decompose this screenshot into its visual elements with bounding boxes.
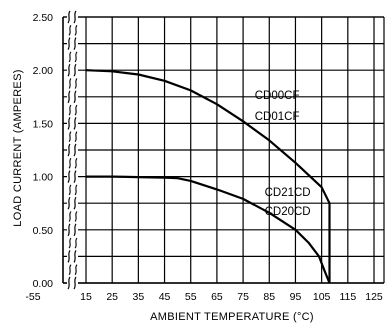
axis-break-icon <box>67 143 77 157</box>
break-gap <box>67 276 78 290</box>
y-tick-label: 1.50 <box>33 118 54 130</box>
axis-break-icon <box>67 276 77 290</box>
x-tick-label: 15 <box>80 291 92 303</box>
break-gap <box>67 10 78 24</box>
x-tick-label: 125 <box>365 291 383 303</box>
axis-break-icon <box>67 196 77 210</box>
x-tick-label: 25 <box>106 291 118 303</box>
break-gap <box>67 116 78 131</box>
axis-break-icon <box>67 117 77 130</box>
x-tick-label: 45 <box>159 291 171 303</box>
break-gap <box>67 104 78 117</box>
y-tick-label: 0.00 <box>33 278 54 290</box>
grid <box>63 16 384 284</box>
x-tick-label: 95 <box>290 291 302 303</box>
break-gap <box>67 63 78 78</box>
x-tick-label: 35 <box>133 291 145 303</box>
series-lines <box>85 69 331 284</box>
axis-break-icon <box>68 51 78 63</box>
axis-break-icon <box>68 131 78 143</box>
break-gap <box>67 196 78 211</box>
axis-break-icon <box>67 37 77 50</box>
x-tick-label: 85 <box>263 291 275 303</box>
axis-break-icon <box>68 237 78 249</box>
axis-break-icon <box>67 223 77 237</box>
axis-break-icon <box>68 184 78 196</box>
axis-break-icon <box>68 104 78 116</box>
break-gap <box>67 249 78 264</box>
axis-break-icon <box>68 78 78 89</box>
break-gap <box>67 169 78 184</box>
y-tick-label: 2.50 <box>33 12 54 24</box>
axis-break-icon <box>67 90 77 104</box>
axis-break-icon <box>67 10 77 24</box>
break-gap <box>67 210 78 223</box>
series-annotations: CD00CF CD01CF CD21CD CD20CD <box>255 90 311 218</box>
x-tick-label: -55 <box>25 291 40 303</box>
break-gap <box>67 89 78 104</box>
break-gap <box>67 130 78 143</box>
series-label: CD00CF <box>255 90 300 102</box>
x-tick-label: 115 <box>339 291 356 303</box>
y-axis-title: LOAD CURRENT (AMPERES) <box>12 69 24 226</box>
break-gap <box>67 157 78 170</box>
series-line-1 <box>86 175 331 284</box>
axis-break-icon <box>68 24 78 36</box>
y-tick-label: 0.50 <box>33 225 54 237</box>
x-tick-label: 55 <box>185 291 197 303</box>
x-tick-label: 105 <box>313 291 331 303</box>
break-gap <box>67 222 78 237</box>
axis-break-icon <box>67 63 77 77</box>
break-gap <box>67 143 78 157</box>
break-gap <box>67 77 78 90</box>
break-gap <box>67 237 78 250</box>
axis-break-icon <box>68 211 78 222</box>
break-gap <box>67 183 78 196</box>
series-label: CD21CD <box>265 187 311 199</box>
series-label: CD01CF <box>255 111 300 123</box>
axis-break-icon <box>67 250 77 263</box>
series-label: CD20CD <box>265 206 311 218</box>
break-gap <box>67 24 78 37</box>
x-tick-label: 65 <box>211 291 223 303</box>
axis-break-marks <box>67 10 78 290</box>
series-line-0 <box>85 69 331 283</box>
axis-break-icon <box>68 264 78 276</box>
x-tick-label: 75 <box>237 291 249 303</box>
y-tick-label: 2.00 <box>33 65 54 77</box>
break-gap <box>67 50 78 63</box>
break-gap <box>67 263 78 276</box>
tick-labels: 2.50 2.00 1.50 1.00 0.50 0.00-55 15 25 35 45 55 65 7… <box>25 12 383 303</box>
y-tick-label: 1.00 <box>33 172 54 184</box>
x-axis-title: AMBIENT TEMPERATURE (°C) <box>150 311 314 323</box>
axis-break-icon <box>68 157 78 169</box>
axis-break-icon <box>67 170 77 183</box>
break-gap <box>67 36 78 51</box>
